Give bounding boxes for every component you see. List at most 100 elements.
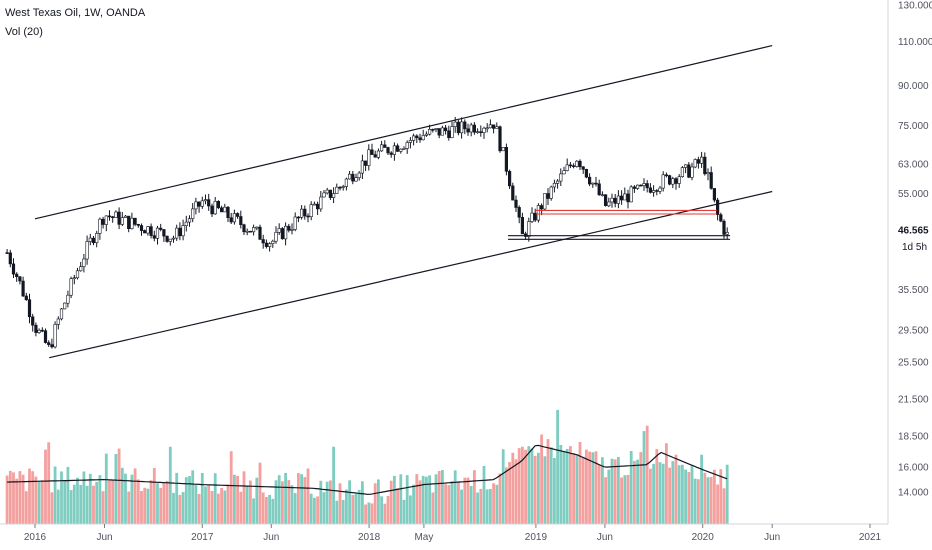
volume-bar [130, 474, 134, 524]
candle-body [27, 299, 32, 318]
candle-body [600, 194, 604, 196]
candle-body [107, 215, 112, 218]
candle-body [53, 324, 57, 348]
candle-body [591, 182, 595, 185]
volume-bar [601, 457, 604, 524]
volume-bar [421, 475, 425, 524]
volume-bar [281, 481, 284, 524]
volume-bar [655, 449, 659, 524]
volume-bar [306, 468, 310, 524]
price-tick-label: 55.000 [898, 189, 929, 200]
volume-bar [152, 468, 156, 524]
volume-bar [143, 487, 147, 524]
volume-bar [629, 451, 633, 524]
volume-bars [5, 409, 729, 524]
candle-body [155, 227, 160, 239]
candle-body [533, 212, 537, 221]
candle-body [261, 239, 265, 244]
candle-body [146, 226, 150, 234]
time-tick-label: Jun [263, 532, 279, 543]
volume-bar [450, 481, 454, 524]
candle-body [485, 127, 489, 130]
candle-body [639, 184, 643, 187]
volume-bar [697, 479, 700, 524]
candle-body [354, 177, 358, 182]
volume-bar [197, 493, 201, 524]
volume-bar [690, 465, 694, 524]
volume-bar [233, 474, 236, 524]
candle-body [495, 126, 499, 129]
volume-bar [396, 488, 399, 524]
candle-body [632, 186, 636, 189]
volume-bar [546, 439, 550, 524]
candle-body [178, 227, 182, 237]
candle-body [575, 160, 579, 167]
candle-body [651, 190, 656, 193]
volume-bar [175, 472, 179, 524]
candle-body [469, 124, 473, 133]
candle-body [252, 227, 256, 233]
candle-body [312, 203, 317, 206]
time-tick-label: Jun [764, 532, 780, 543]
candle-body [437, 128, 441, 136]
candle-body [223, 206, 227, 213]
volume-bar [156, 483, 159, 524]
candle-body [290, 229, 294, 231]
candle-body [642, 183, 646, 186]
candle-body [344, 178, 349, 187]
volume-bar [319, 480, 323, 524]
candle-body [149, 226, 153, 236]
candle-body [648, 187, 652, 193]
volume-bar [617, 457, 620, 524]
candle-body [699, 156, 704, 164]
volume-bar [409, 495, 412, 524]
volume-bar [636, 459, 639, 524]
trend-lines [34, 45, 773, 359]
volume-bar [268, 494, 271, 524]
volume-bar [37, 481, 41, 524]
volume-bar [297, 473, 300, 524]
candle-body [459, 121, 464, 134]
volume-bar [217, 493, 220, 524]
volume-bar [453, 470, 457, 524]
volume-bar [85, 485, 89, 524]
volume-bar [610, 458, 614, 524]
volume-bar [200, 473, 204, 524]
candle-body [216, 201, 221, 209]
candle-body [283, 225, 288, 240]
volume-bar [447, 485, 451, 524]
candle-body [379, 144, 384, 152]
volume-bar [18, 471, 22, 524]
volume-bar [188, 476, 191, 524]
volume-bar [47, 442, 51, 524]
volume-bar [540, 434, 543, 524]
volume-bar [703, 472, 707, 524]
volume-bar [108, 480, 111, 524]
volume-bar [565, 449, 569, 524]
volume-bar [79, 484, 83, 524]
volume-bar [345, 489, 348, 524]
candle-body [95, 233, 99, 243]
candle-body [427, 129, 432, 135]
volume-bar [412, 484, 415, 524]
candle-body [232, 213, 237, 223]
price-tick-label: 63.000 [898, 159, 929, 170]
volume-bar [284, 472, 287, 524]
volume-bar [607, 469, 611, 524]
volume-bar [687, 472, 691, 524]
candle-body [322, 192, 326, 198]
candle-body [331, 193, 336, 198]
candle-body [402, 148, 406, 150]
candle-body [626, 193, 630, 203]
volume-bar [92, 485, 95, 524]
candle-body [667, 175, 672, 185]
candle-body [568, 164, 572, 167]
price-tick-label: 75.000 [898, 121, 929, 132]
volume-bar [370, 503, 374, 524]
volume-bar [527, 446, 531, 524]
volume-bar [210, 491, 214, 524]
candle-body [43, 330, 48, 343]
candle-body [309, 204, 313, 218]
volume-bar [44, 449, 47, 524]
